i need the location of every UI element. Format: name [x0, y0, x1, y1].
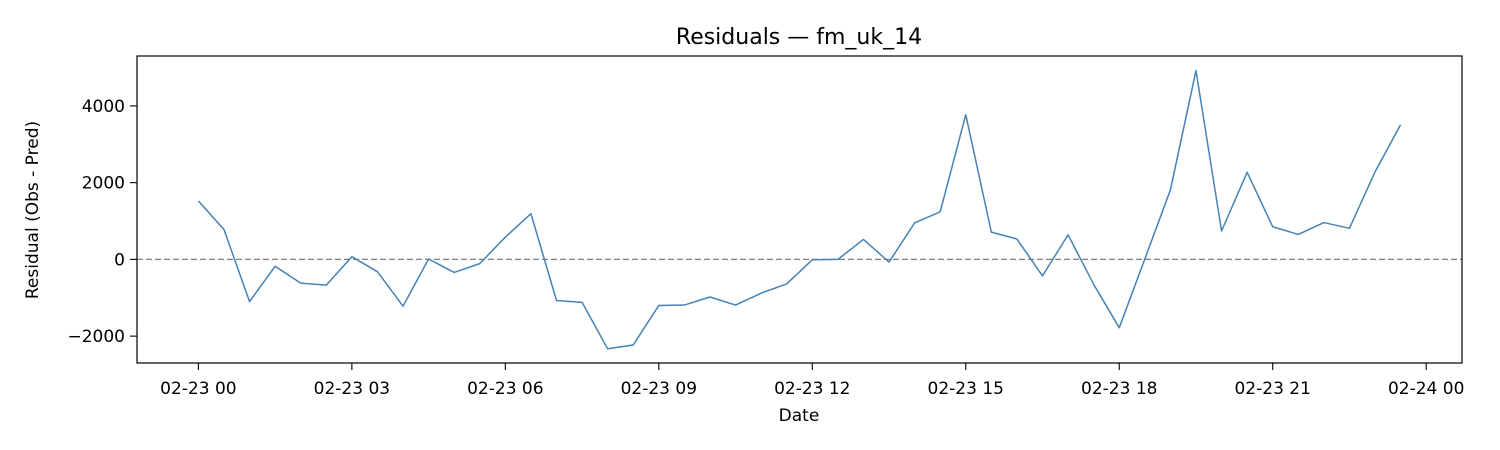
- data-point: [479, 263, 481, 265]
- data-point: [658, 305, 660, 307]
- data-point: [1195, 70, 1197, 72]
- data-point: [300, 282, 302, 284]
- x-axis: 02-23 00 02-23 03 02-23 06 02-23 09 02-23 12…: [160, 363, 1464, 399]
- data-point: [735, 304, 737, 306]
- data-point: [760, 292, 762, 294]
- data-point: [1246, 171, 1248, 173]
- data-point: [1144, 258, 1146, 260]
- data-point: [453, 272, 455, 274]
- data-point: [530, 213, 532, 215]
- y-axis: −2000 0 2000 4000: [67, 97, 137, 347]
- plot-frame: [136, 55, 1463, 364]
- data-point: [837, 259, 839, 261]
- data-point: [198, 200, 200, 202]
- data-point: [1400, 124, 1402, 126]
- data-point: [1042, 275, 1044, 277]
- data-point: [402, 305, 404, 307]
- x-tick-label: 02-23 06: [467, 379, 543, 399]
- x-tick-label: 02-23 09: [621, 379, 697, 399]
- x-tick-label: 02-23 15: [928, 379, 1004, 399]
- data-point: [1170, 189, 1172, 191]
- data-point: [811, 259, 813, 261]
- data-point: [965, 114, 967, 116]
- data-point: [863, 239, 865, 241]
- data-point: [274, 266, 276, 268]
- data-point: [684, 304, 686, 306]
- data-point: [556, 300, 558, 302]
- y-tick-label: 2000: [82, 174, 125, 194]
- series-line-0: [197, 69, 1402, 350]
- data-point: [914, 222, 916, 224]
- data-point: [1221, 230, 1223, 232]
- data-point: [1118, 327, 1120, 329]
- data-point: [607, 348, 609, 350]
- data-point: [939, 211, 941, 213]
- x-axis-label: Date: [779, 406, 820, 426]
- y-axis-label: Residual (Obs - Pred): [23, 121, 43, 299]
- data-point: [709, 296, 711, 298]
- x-tick-label: 02-23 18: [1081, 379, 1157, 399]
- x-tick-label: 02-23 12: [774, 379, 850, 399]
- data-point: [1374, 171, 1376, 173]
- x-tick-label: 02-23 03: [314, 379, 390, 399]
- chart-title: Residuals — fm_uk_14: [676, 25, 922, 50]
- data-point: [377, 271, 379, 273]
- y-tick-label: −2000: [67, 327, 125, 347]
- data-point: [1067, 234, 1069, 236]
- plot-area: [137, 69, 1462, 350]
- data-point: [991, 231, 993, 233]
- data-point: [1297, 234, 1299, 236]
- data-point: [1016, 238, 1018, 240]
- data-point: [351, 256, 353, 258]
- data-point: [1272, 226, 1274, 228]
- data-point: [1093, 284, 1095, 286]
- y-tick-label: 4000: [82, 97, 125, 117]
- data-point: [632, 344, 634, 346]
- data-point: [888, 261, 890, 263]
- data-point: [786, 283, 788, 285]
- x-tick-label: 02-23 00: [160, 379, 236, 399]
- data-point: [1349, 228, 1351, 230]
- data-point: [428, 258, 430, 260]
- x-tick-label: 02-23 21: [1234, 379, 1310, 399]
- data-point: [325, 284, 327, 286]
- data-point: [505, 236, 507, 238]
- data-point: [249, 301, 251, 303]
- data-point: [581, 302, 583, 304]
- x-tick-label: 02-24 00: [1388, 379, 1464, 399]
- data-point: [223, 229, 225, 231]
- data-point: [1323, 222, 1325, 224]
- y-tick-label: 0: [114, 250, 125, 270]
